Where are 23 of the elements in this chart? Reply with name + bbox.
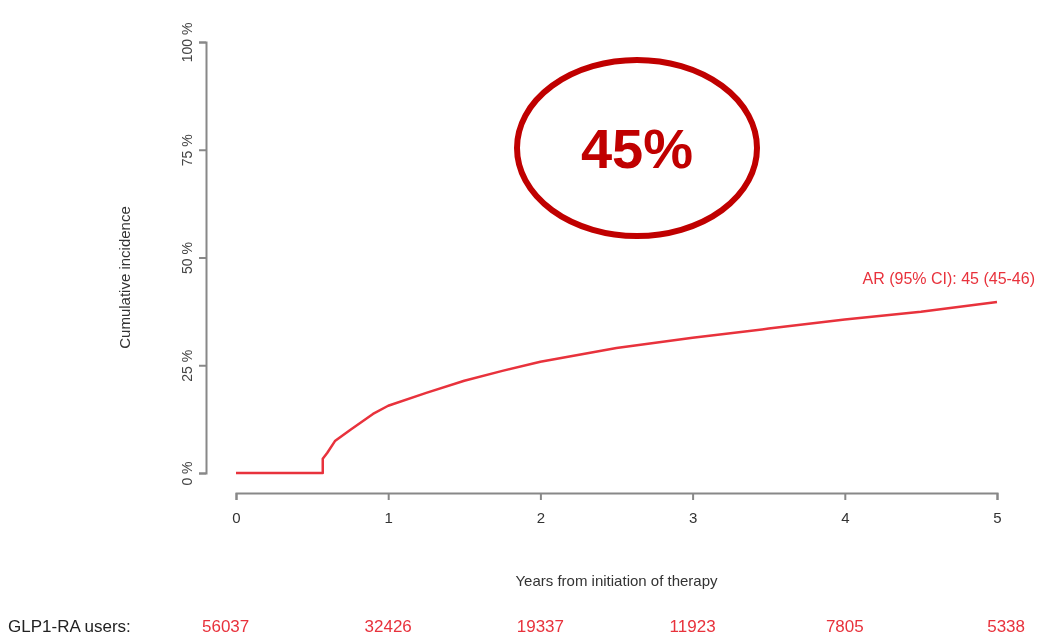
- x-tick-label: 2: [536, 508, 546, 526]
- y-tick-label: 50 %: [179, 242, 195, 274]
- y-tick-label: 25 %: [179, 349, 195, 382]
- text: 11923: [669, 617, 716, 636]
- x-tick-label: 5: [993, 508, 1002, 526]
- x-tick-label: 1: [384, 508, 393, 526]
- text: 32426: [364, 617, 412, 636]
- text: 7805: [825, 617, 864, 636]
- x-tick-label: 3: [688, 508, 698, 526]
- y-tick-label: 100 %: [179, 22, 195, 63]
- y-tick-label: 0 %: [179, 461, 195, 486]
- annotation: AR (95% CI): 45 (45-46): [862, 269, 1035, 287]
- text: 5338: [987, 617, 1025, 636]
- y-axis-title: Cumulative incidence: [116, 206, 133, 349]
- text: 56037: [202, 617, 250, 636]
- line-series: [234, 300, 999, 475]
- x-tick-label: 0: [232, 508, 241, 526]
- annotation: 45%: [580, 117, 694, 180]
- text: 19337: [516, 617, 565, 636]
- text: GLP1-RA users:: [8, 617, 131, 636]
- x-axis-title: Years from initiation of therapy: [515, 572, 719, 589]
- y-tick-label: 75 %: [179, 134, 195, 167]
- x-tick-label: 4: [841, 508, 850, 526]
